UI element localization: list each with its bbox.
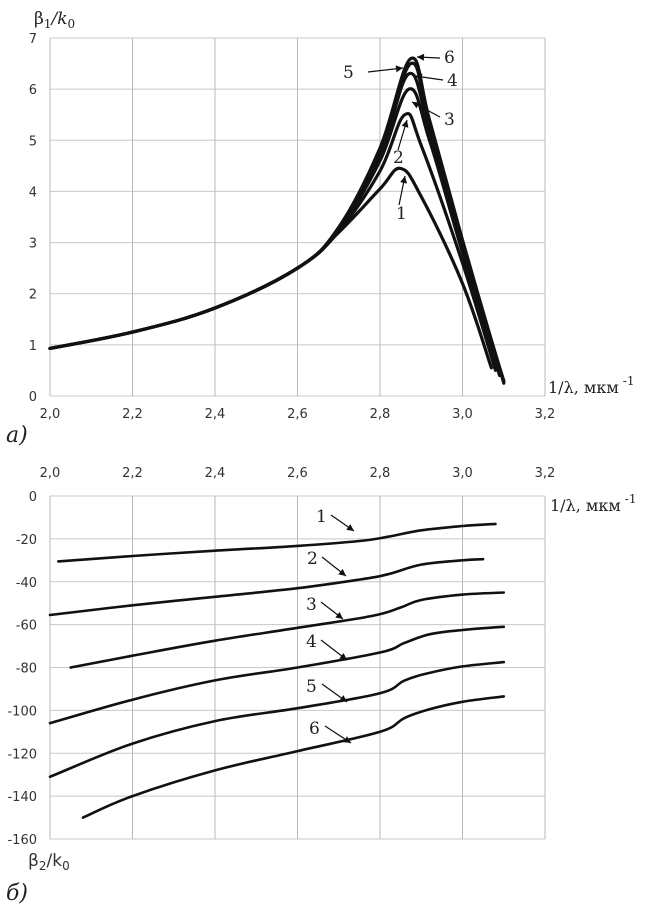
chart-a-annotation-arrowhead: [401, 120, 409, 128]
chart-a-annotations: 1 2 3 4 5 6: [343, 48, 458, 224]
chart-a-y-tick-label: 7: [29, 32, 37, 47]
chart-b-y-tick-label: -140: [7, 790, 37, 805]
chart-a-y-tick-label: 2: [29, 288, 37, 303]
chart-a-x-tick-label: 2,4: [205, 407, 226, 422]
chart-b-annotation-6: 6: [309, 719, 320, 739]
chart-b-annotation-5: 5: [306, 677, 317, 697]
chart-b-x-ticks: 2,0 2,2 2,4 2,6 2,8 3,0 3,2: [40, 466, 556, 481]
chart-b-annotation-arrowhead: [339, 695, 347, 702]
chart-b-annotation-arrowhead: [339, 652, 347, 660]
chart-a-x-tick-label: 3,0: [452, 407, 473, 422]
chart-b-series-line-2: [48, 557, 485, 617]
chart-b-x-tick-label: 2,4: [205, 466, 226, 481]
chart-a-annotation-arrowhead: [400, 176, 408, 184]
chart-b-annotation-2: 2: [307, 549, 318, 569]
chart-a-ylabel: β1/k0: [34, 9, 75, 31]
panel-label-a: а): [6, 423, 28, 448]
chart-b-annotation-4: 4: [306, 632, 317, 652]
chart-a-y-tick-label: 3: [29, 237, 37, 252]
chart-a-annotation-6: 6: [444, 48, 455, 68]
chart-b-ylabel: β2/k0: [28, 851, 70, 873]
chart-b-x-tick-label: 3,2: [535, 466, 556, 481]
chart-a-x-ticks: 2,0 2,2 2,4 2,6 2,8 3,0 3,2: [40, 407, 556, 422]
chart-b-series-line-4: [48, 625, 506, 725]
chart-a-x-tick-label: 3,2: [535, 407, 556, 422]
chart-a-xlabel: 1/λ, мкм -1: [548, 374, 634, 397]
chart-a-x-tick-label: 2,0: [40, 407, 61, 422]
chart-b-annotation-arrowhead: [338, 568, 346, 576]
chart-a: 0 1 2 3 4 5 6 7 2,0 2,2 2,4 2,6 2,8 3,0 3,2 1 2 3 4 5 6 β1…: [6, 9, 634, 448]
chart-b-series: [48, 522, 506, 819]
chart-b-grid: [49, 495, 546, 840]
chart-a-series: [48, 56, 506, 385]
chart-a-x-tick-label: 2,8: [370, 407, 391, 422]
chart-a-annotation-2: 2: [393, 148, 404, 168]
chart-a-annotation-arrowhead: [412, 102, 420, 109]
chart-b-y-tick-label: -160: [7, 833, 37, 848]
chart-b-annotation-arrowhead: [335, 611, 343, 619]
chart-a-annotation-arrowhead: [395, 65, 403, 73]
chart-b-y-tick-label: -40: [16, 576, 37, 591]
chart-a-series-line-1: [48, 166, 493, 370]
chart-a-y-tick-label: 1: [29, 339, 37, 354]
chart-a-annotation-5: 5: [343, 63, 354, 83]
chart-b-x-tick-label: 2,6: [287, 466, 308, 481]
chart-b-x-tick-label: 2,0: [40, 466, 61, 481]
chart-a-annotation-arrowhead: [417, 53, 425, 61]
chart-a-annotation-1: 1: [396, 204, 407, 224]
chart-a-annotation-arrowhead: [415, 73, 423, 81]
chart-b-y-ticks: 0 -20 -40 -60 -80 -100 -120 -140 -160: [7, 490, 37, 848]
chart-a-y-tick-label: 5: [29, 134, 37, 149]
chart-b-series-line-1: [57, 522, 497, 563]
chart-b-y-tick-label: -100: [7, 704, 37, 719]
chart-a-series-line-2: [48, 112, 498, 372]
chart-b-y-tick-label: -60: [16, 619, 37, 634]
chart-b-x-tick-label: 3,0: [452, 466, 473, 481]
chart-a-grid: [49, 37, 546, 397]
chart-b-annotation-arrowhead: [346, 524, 354, 531]
chart-b: 0-20-40-60-80-100-120-140-160 2,0 2,2 2,4 2…: [6, 466, 636, 906]
chart-a-x-tick-label: 2,6: [287, 407, 308, 422]
chart-b-annotation-arrowhead: [343, 736, 351, 743]
chart-b-y-tick-label: -80: [16, 662, 37, 677]
chart-a-x-tick-label: 2,2: [122, 407, 143, 422]
chart-b-y-tick-label: -20: [16, 533, 37, 548]
chart-b-x-tick-label: 2,8: [370, 466, 391, 481]
chart-b-annotations: 1 2 3 4 5 6: [306, 507, 355, 744]
chart-b-annotation-1: 1: [316, 507, 327, 527]
chart-b-series-line-6: [81, 695, 506, 819]
chart-a-annotation-4: 4: [447, 71, 458, 91]
chart-a-y-ticks: 0 1 2 3 4 5 6 7: [29, 32, 37, 405]
chart-a-annotation-3: 3: [444, 110, 455, 130]
chart-b-y-tick-label: -120: [7, 747, 37, 762]
chart-a-y-tick-label: 4: [29, 185, 37, 200]
chart-a-y-tick-label: 0: [29, 390, 37, 405]
chart-b-annotation-3: 3: [306, 595, 317, 615]
chart-b-series-line-5: [48, 660, 506, 779]
chart-b-series-line-3: [69, 591, 506, 669]
chart-a-y-tick-label: 6: [29, 83, 37, 98]
panel-label-b: б): [6, 881, 28, 906]
chart-b-xlabel: 1/λ, мкм -1: [550, 492, 636, 515]
chart-b-x-tick-label: 2,2: [122, 466, 143, 481]
chart-a-series-line-6: [48, 56, 506, 385]
chart-b-y-tick-label: 0: [29, 490, 37, 505]
